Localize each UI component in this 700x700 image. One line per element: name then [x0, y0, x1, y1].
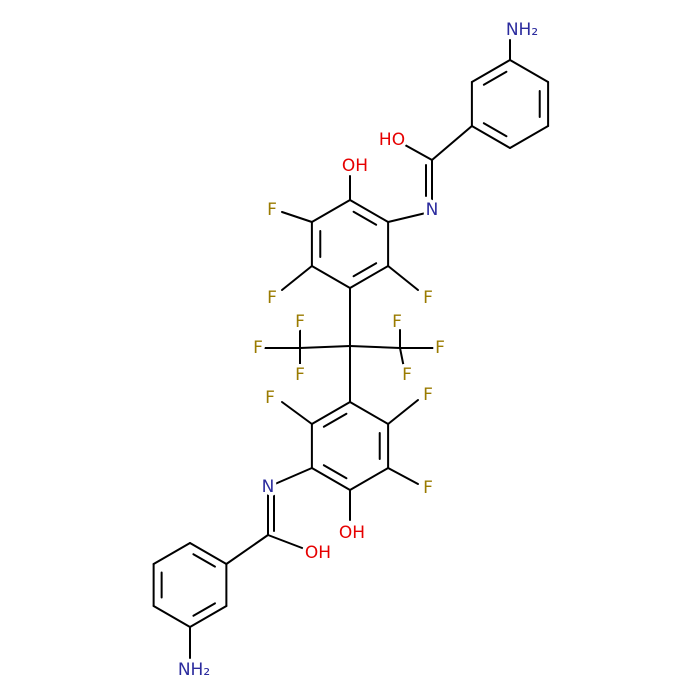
atom-label: OH: [339, 523, 365, 543]
atom-label: OH: [342, 156, 368, 176]
aromatic-double-bond: [482, 122, 508, 138]
bond: [267, 534, 311, 552]
bond: [387, 265, 419, 291]
atom-label: F: [295, 312, 305, 332]
atom-label: F: [267, 200, 277, 220]
bond: [281, 401, 313, 425]
ring-bond: [509, 125, 550, 149]
bond: [399, 347, 405, 369]
atom-label: F: [253, 338, 263, 358]
ring-bond: [470, 59, 511, 83]
bonds: [152, 39, 550, 659]
atom-label: F: [423, 288, 433, 308]
aromatic-double-bond: [352, 210, 378, 226]
ring-bond: [310, 265, 351, 289]
bond: [387, 467, 419, 485]
atom-label: NH₂: [178, 660, 210, 680]
bond: [225, 534, 269, 565]
ring-bond: [310, 199, 351, 223]
atom-label: F: [402, 365, 412, 385]
ring-bond: [349, 467, 390, 491]
aromatic-double-bond: [322, 464, 348, 480]
atom-label: F: [423, 478, 433, 498]
aromatic-double-bond: [482, 70, 508, 86]
ring-bond: [310, 401, 351, 425]
atom-label: HO: [379, 130, 405, 150]
aromatic-double-bond: [192, 602, 216, 617]
bond: [281, 265, 313, 291]
bond: [267, 467, 313, 488]
ring-bond: [310, 467, 351, 491]
atom-label: N: [426, 200, 439, 220]
atom-label: F: [423, 385, 433, 405]
ring-bond: [152, 605, 191, 628]
aromatic-double-bond: [352, 262, 378, 278]
ring-bond: [189, 542, 228, 565]
aromatic-double-bond: [322, 412, 348, 428]
bond: [431, 125, 473, 161]
ring-bond: [509, 59, 550, 83]
ring-bond: [349, 265, 390, 289]
atom-label: F: [392, 312, 402, 332]
atom-label: F: [265, 388, 275, 408]
atom-label: F: [435, 338, 445, 358]
bond: [281, 211, 313, 223]
ring-bond: [189, 605, 228, 628]
ring-bond: [349, 199, 390, 223]
atom-label: F: [267, 288, 277, 308]
bond: [387, 399, 419, 425]
atom-label: NH₂: [506, 20, 538, 40]
atom-label: F: [295, 365, 305, 385]
atom-label: OH: [305, 543, 331, 563]
atom-label: N: [262, 477, 275, 497]
ring-bond: [470, 125, 511, 149]
bond: [404, 144, 433, 161]
bond: [387, 211, 431, 223]
bond: [349, 345, 401, 349]
ring-bond: [152, 542, 191, 565]
bond: [299, 345, 351, 349]
ring-bond: [349, 401, 390, 425]
aromatic-double-bond: [192, 553, 216, 568]
